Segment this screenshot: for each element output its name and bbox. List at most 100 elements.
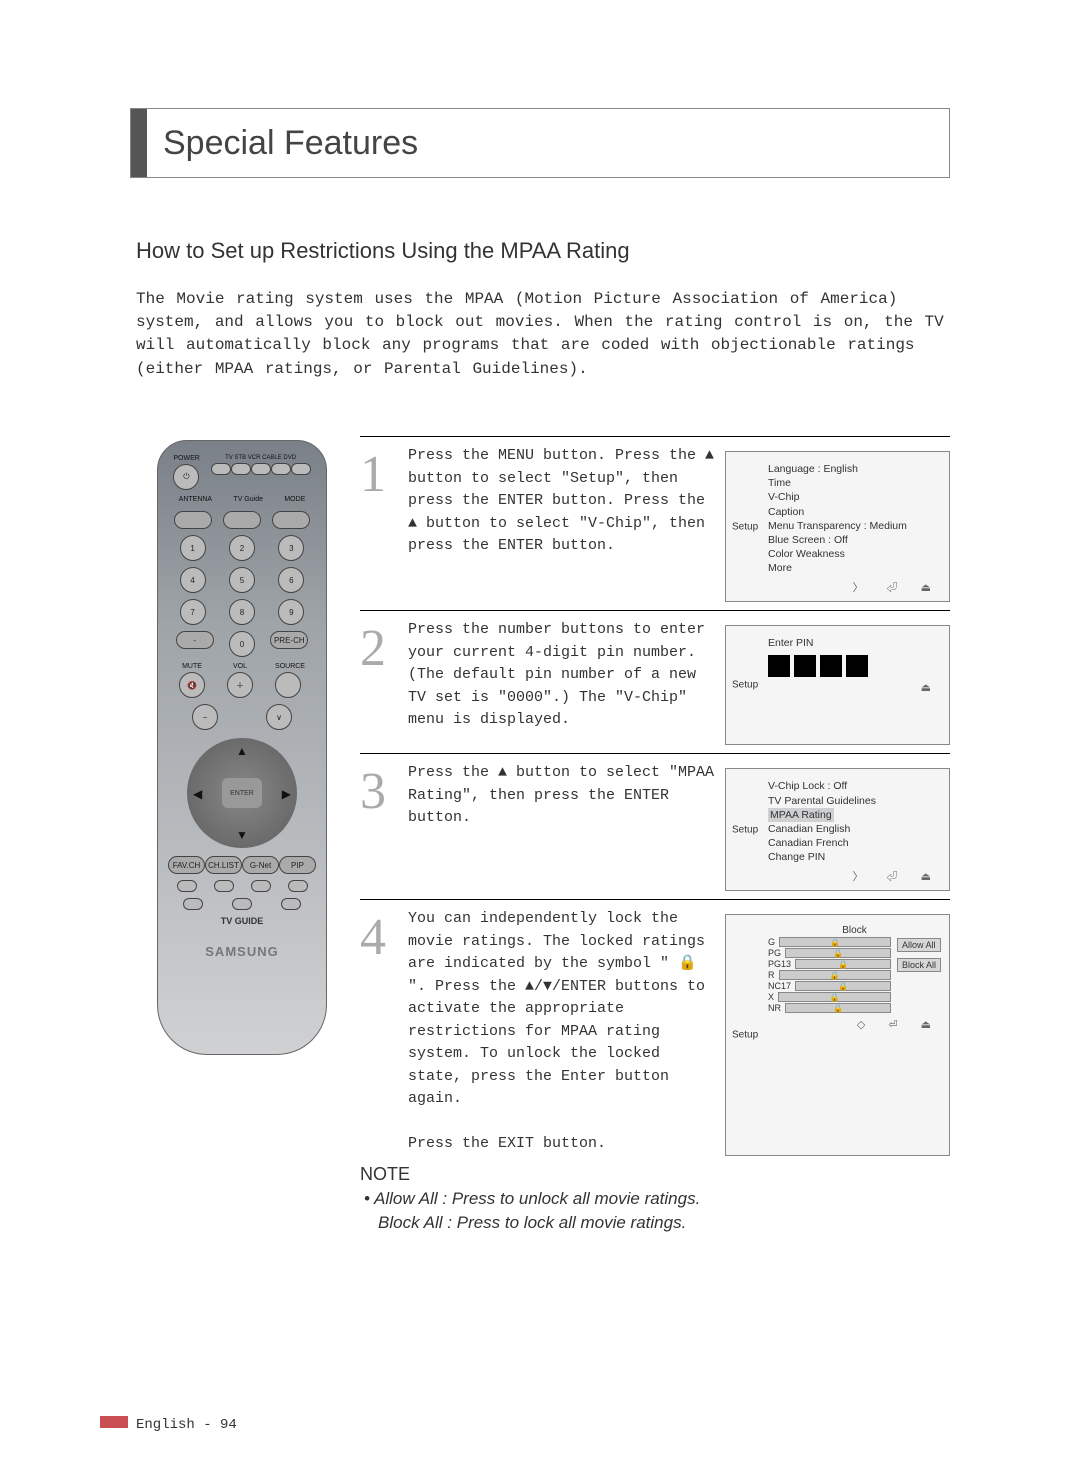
block-all-chip: Block All bbox=[897, 958, 941, 972]
header-accent bbox=[131, 109, 147, 177]
screen-line: TV Parental Guidelines bbox=[768, 794, 941, 808]
mode-label: MODE bbox=[284, 496, 305, 503]
rating-bar: 🔒 bbox=[778, 992, 891, 1002]
tvguide-label: TV Guide bbox=[233, 496, 263, 503]
step-number: 2 bbox=[360, 619, 408, 745]
rating-bar: 🔒 bbox=[785, 948, 891, 958]
antenna-button bbox=[174, 511, 212, 529]
mode-dot bbox=[271, 463, 291, 475]
color-button bbox=[281, 898, 301, 910]
screen-line: V-Chip Lock : Off bbox=[768, 779, 941, 793]
nav-pad: ▲ ▼ ◀ ▶ ENTER bbox=[187, 738, 297, 848]
source-button bbox=[275, 672, 301, 698]
screen-line: Menu Transparency : Medium bbox=[768, 519, 941, 533]
remote-mode-labels: TV STB VCR CABLE DVD bbox=[211, 455, 311, 461]
step-text: Press the MENU button. Press the ▲ butto… bbox=[408, 445, 725, 602]
mode-dot bbox=[291, 463, 311, 475]
digit-button: 4 bbox=[180, 567, 206, 593]
pin-box bbox=[846, 655, 868, 677]
setup-screen-1: Setup Language : English Time V-Chip Cap… bbox=[725, 451, 950, 602]
source-label: SOURCE bbox=[275, 663, 305, 670]
mode-dot bbox=[251, 463, 271, 475]
mute-label: MUTE bbox=[179, 663, 205, 670]
remote-power-label: POWER bbox=[173, 455, 199, 462]
chlist-button: CH.LIST bbox=[205, 856, 242, 874]
setup-screen-4: Setup Block G🔒 PG🔒 PG13🔒 R🔒 NC17🔒 X🔒 NR🔒 bbox=[725, 914, 950, 1156]
remote-control-illustration: POWER ⏻ TV STB VCR CABLE DVD ANTENNA TV … bbox=[157, 440, 327, 1055]
rating-label: X bbox=[768, 992, 774, 1002]
rating-label: NR bbox=[768, 1003, 781, 1013]
digit-button: 5 bbox=[229, 567, 255, 593]
vol-label: VOL bbox=[227, 663, 253, 670]
digit-button: 3 bbox=[278, 535, 304, 561]
digit-button: 1 bbox=[180, 535, 206, 561]
footer-accent bbox=[100, 1416, 128, 1428]
page-subtitle: How to Set up Restrictions Using the MPA… bbox=[136, 238, 630, 264]
pip-button: PIP bbox=[279, 856, 316, 874]
rating-bar: 🔒 bbox=[779, 970, 891, 980]
screen-nav-icons: ◇ ⏎ ⏏ bbox=[734, 1018, 941, 1031]
section-header: Special Features bbox=[130, 108, 950, 178]
note-label: NOTE bbox=[360, 1164, 950, 1185]
screen-line: Blue Screen : Off bbox=[768, 533, 941, 547]
screen-nav-icons: ⏏ bbox=[734, 681, 941, 694]
screen-nav-icons: 〉 ⏎ ⏏ bbox=[734, 579, 941, 595]
pin-label: Enter PIN bbox=[768, 636, 941, 650]
rating-label: G bbox=[768, 937, 775, 947]
setup-screen-3: Setup V-Chip Lock : Off TV Parental Guid… bbox=[725, 768, 950, 891]
rating-bar: 🔒 bbox=[779, 937, 891, 947]
screen-nav-icons: 〉 ⏎ ⏏ bbox=[734, 868, 941, 884]
screen-line: Canadian English bbox=[768, 822, 941, 836]
mode-button bbox=[272, 511, 310, 529]
screen-side-label: Setup bbox=[732, 1030, 758, 1041]
setup-screen-2: Setup Enter PIN ⏏ bbox=[725, 625, 950, 745]
color-button bbox=[288, 880, 308, 892]
step-number: 1 bbox=[360, 445, 408, 602]
step-4: 4 You can independently lock the movie r… bbox=[360, 899, 950, 1156]
color-button bbox=[232, 898, 252, 910]
gnet-button: G-Net bbox=[242, 856, 279, 874]
step-3: 3 Press the ▲ button to select "MPAA Rat… bbox=[360, 753, 950, 891]
mode-dot bbox=[211, 463, 231, 475]
prech-button: PRE-CH bbox=[270, 631, 308, 649]
note-text: • Allow All : Press to unlock all movie … bbox=[360, 1187, 950, 1235]
rating-bar: 🔒 bbox=[795, 981, 891, 991]
tvguide-button bbox=[223, 511, 261, 529]
vol-down: − bbox=[192, 704, 218, 730]
screen-line: V-Chip bbox=[768, 490, 941, 504]
rating-label: NC17 bbox=[768, 981, 791, 991]
screen-side-label: Setup bbox=[732, 680, 758, 691]
digit-button: 9 bbox=[278, 599, 304, 625]
intro-paragraph: The Movie rating system uses the MPAA (M… bbox=[136, 288, 946, 381]
steps-column: 1 Press the MENU button. Press the ▲ but… bbox=[360, 436, 950, 1235]
rating-label: R bbox=[768, 970, 775, 980]
ch-down: ∨ bbox=[266, 704, 292, 730]
header-title: Special Features bbox=[147, 124, 418, 163]
color-button bbox=[251, 880, 271, 892]
rating-bar: 🔒 bbox=[795, 959, 891, 969]
dash-button: - bbox=[176, 631, 214, 649]
step-text: Press the number buttons to enter your c… bbox=[408, 619, 725, 745]
color-button bbox=[214, 880, 234, 892]
pin-box bbox=[820, 655, 842, 677]
page-footer: English - 94 bbox=[136, 1417, 237, 1433]
antenna-label: ANTENNA bbox=[179, 496, 212, 503]
step-text: Press the ▲ button to select "MPAA Ratin… bbox=[408, 762, 725, 891]
pin-entry bbox=[768, 655, 941, 677]
mute-button: 🔇 bbox=[179, 672, 205, 698]
screen-line: More bbox=[768, 561, 941, 575]
step-1: 1 Press the MENU button. Press the ▲ but… bbox=[360, 436, 950, 602]
screen-line: Canadian French bbox=[768, 836, 941, 850]
digit-button: 0 bbox=[229, 631, 255, 657]
mode-dot bbox=[231, 463, 251, 475]
power-button: ⏻ bbox=[173, 464, 199, 490]
digit-button: 8 bbox=[229, 599, 255, 625]
vol-up: ＋ bbox=[227, 672, 253, 698]
brand-label: SAMSUNG bbox=[168, 944, 316, 959]
block-title: Block bbox=[768, 925, 941, 936]
color-button bbox=[183, 898, 203, 910]
rating-label: PG bbox=[768, 948, 781, 958]
rating-label: PG13 bbox=[768, 959, 791, 969]
pin-box bbox=[794, 655, 816, 677]
allow-all-chip: Allow All bbox=[897, 938, 941, 952]
